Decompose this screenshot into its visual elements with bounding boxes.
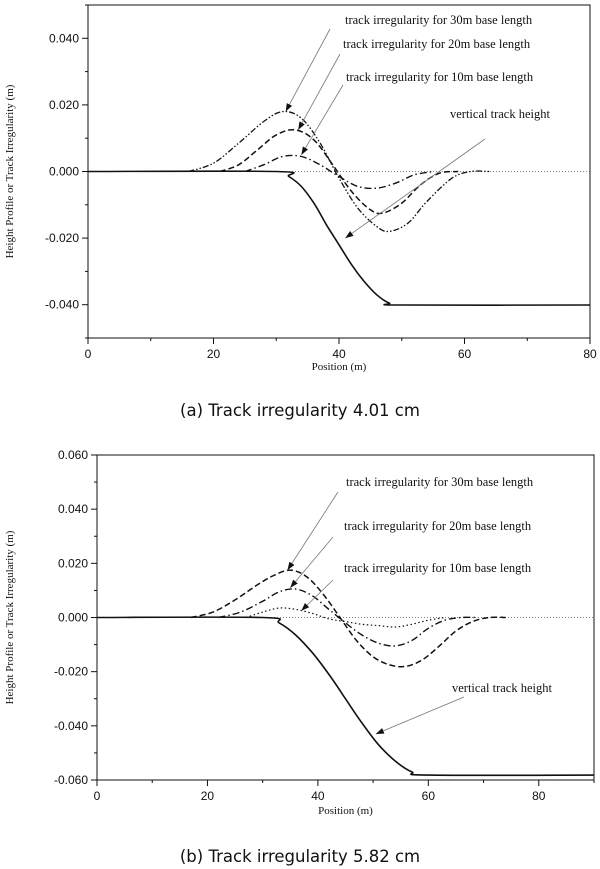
- y-tick-label: 0.000: [49, 165, 79, 179]
- annotation-label: track irregularity for 20m base length: [344, 519, 532, 533]
- x-tick-label: 20: [201, 789, 215, 803]
- annotation-arrowhead: [298, 121, 305, 130]
- x-tick-label: 40: [332, 347, 346, 361]
- x-tick-label: 0: [85, 347, 92, 361]
- annotation-arrowhead: [285, 103, 293, 112]
- annotation-label: track irregularity for 20m base length: [343, 37, 531, 51]
- annotation-leader: [345, 138, 486, 239]
- series-line-track-irregularity-for-30m-base-length: [188, 110, 490, 233]
- x-tick-label: 60: [458, 347, 472, 361]
- chart-a: 0.040 0.020 0.000 -0.020 -0.040 0 20 40 60 80 Posi…: [4, 4, 597, 373]
- annotation-label: track irregularity for 10m base length: [344, 561, 532, 575]
- annotation-arrowhead: [287, 561, 295, 571]
- x-axis-label: Position (m): [318, 805, 373, 817]
- y-tick-label: -0.040: [45, 298, 79, 312]
- y-tick-label: -0.060: [54, 773, 88, 787]
- y-tick-label: -0.020: [54, 665, 88, 679]
- y-tick-label: 0.000: [58, 611, 88, 625]
- series-line-track-irregularity-for-20m-base-length: [218, 588, 479, 647]
- annotation-label: vertical track height: [450, 107, 550, 121]
- annotation-leader: [297, 53, 341, 131]
- x-tick-label: 40: [311, 789, 325, 803]
- x-tick-label: 60: [422, 789, 436, 803]
- x-tick-label: 0: [94, 789, 101, 803]
- annotation-label: track irregularity for 30m base length: [345, 13, 533, 27]
- annotation-leader: [287, 491, 339, 571]
- chart-b: 0.060 0.040 0.020 0.000 -0.020 -0.040 -0.060 0 2…: [4, 448, 595, 817]
- annotation-label: vertical track height: [452, 681, 552, 695]
- y-axis-label: Height Profile or Track Irregularity (m): [4, 530, 16, 704]
- annotation-label: track irregularity for 10m base length: [346, 70, 534, 84]
- y-tick-label: 0.040: [58, 502, 88, 516]
- annotation-arrowhead: [345, 231, 354, 239]
- annotation-arrowhead: [290, 579, 298, 588]
- annotation-leader: [285, 28, 331, 112]
- annotation-arrowhead: [301, 146, 309, 155]
- caption-b: (b) Track irregularity 5.82 cm: [180, 847, 420, 866]
- y-tick-label: 0.060: [58, 448, 88, 462]
- annotation-arrowhead: [301, 603, 310, 611]
- annotation-leader: [289, 536, 334, 588]
- annotation-leader: [375, 696, 465, 735]
- caption-a: (a) Track irregularity 4.01 cm: [180, 401, 420, 420]
- series-line-vertical-track-height: [96, 616, 595, 777]
- y-tick-label: -0.040: [54, 719, 88, 733]
- series-line-track-irregularity-for-10m-base-length: [244, 154, 434, 190]
- series-line-track-irregularity-for-10m-base-length: [245, 607, 446, 628]
- y-tick-label: 0.020: [49, 98, 79, 112]
- x-tick-label: 20: [207, 347, 221, 361]
- annotation-arrowhead: [375, 728, 385, 734]
- series-line-track-irregularity-for-30m-base-length: [190, 569, 506, 668]
- x-tick-label: 80: [583, 347, 597, 361]
- series-line-vertical-track-height: [87, 170, 591, 306]
- x-axis-label: Position (m): [312, 361, 367, 373]
- y-tick-label: 0.020: [58, 556, 88, 570]
- y-axis-label: Height Profile or Track Irregularity (m): [4, 84, 16, 258]
- y-tick-label: 0.040: [49, 31, 79, 45]
- y-tick-label: -0.020: [45, 231, 79, 245]
- annotation-leader: [301, 84, 344, 156]
- x-tick-label: 80: [532, 789, 546, 803]
- annotation-label: track irregularity for 30m base length: [346, 475, 534, 489]
